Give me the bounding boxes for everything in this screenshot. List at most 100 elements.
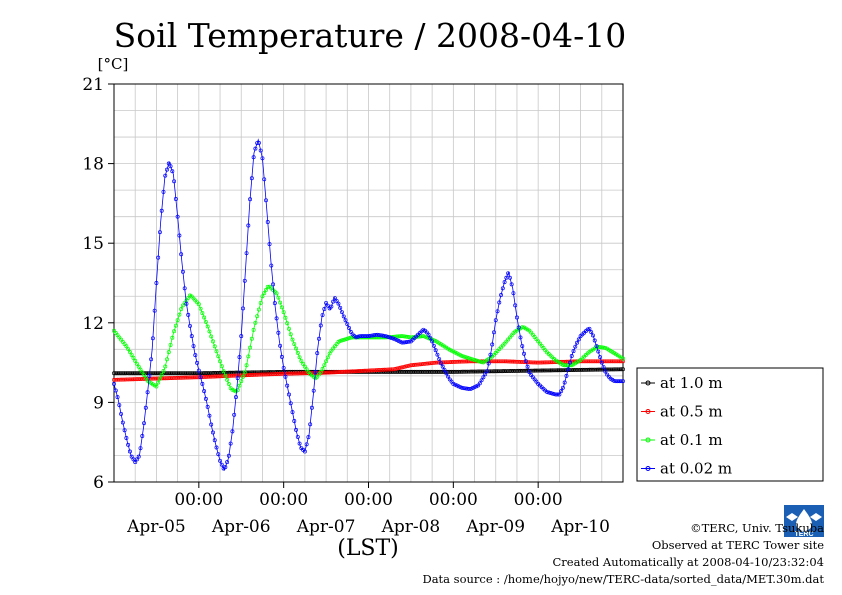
data-point (343, 318, 348, 323)
data-point (592, 338, 597, 343)
data-point (150, 336, 155, 341)
data-point (168, 164, 173, 169)
data-point (188, 323, 192, 328)
data-point (520, 344, 525, 348)
data-point (347, 326, 352, 330)
data-point (345, 336, 350, 341)
data-point (216, 452, 221, 457)
data-point (173, 197, 178, 201)
data-point (186, 295, 191, 300)
data-point (403, 340, 408, 345)
data-point (601, 365, 606, 369)
data-point (562, 380, 567, 385)
credit-observed: Observed at TERC Tower site (652, 538, 824, 552)
data-point (129, 352, 134, 357)
data-point (297, 355, 302, 360)
grid-lines (114, 84, 623, 482)
data-point (166, 350, 171, 355)
data-point (225, 377, 230, 382)
credit-source: Data source : /home/hojyo/new/TERC-data/… (422, 572, 824, 586)
data-point (465, 355, 470, 360)
data-point (115, 395, 120, 400)
data-point (550, 391, 555, 396)
data-point (133, 460, 138, 465)
data-point (179, 307, 184, 312)
data-point (566, 367, 571, 372)
data-point (182, 286, 187, 291)
data-point (331, 299, 336, 304)
data-point (315, 351, 320, 356)
data-point (140, 370, 145, 375)
data-point (523, 359, 528, 364)
data-point (242, 278, 247, 283)
data-point (237, 355, 242, 360)
data-point (598, 345, 602, 350)
data-point (301, 361, 306, 366)
data-point (318, 323, 323, 328)
data-point (313, 369, 318, 374)
y-tick-label: 6 (93, 473, 104, 493)
data-point (297, 441, 302, 446)
data-point (327, 351, 332, 356)
data-point (256, 140, 261, 145)
data-point (158, 376, 162, 381)
data-point (287, 326, 291, 331)
data-point (304, 367, 309, 372)
data-point (170, 169, 175, 174)
data-point (184, 301, 189, 306)
data-point (382, 333, 387, 338)
data-point (288, 401, 293, 406)
data-point (306, 435, 311, 440)
data-point (354, 335, 359, 340)
data-point (274, 291, 279, 296)
data-point (135, 361, 139, 366)
data-point (248, 345, 253, 350)
data-point (228, 441, 233, 446)
data-point (435, 352, 440, 357)
data-point (172, 179, 177, 184)
data-point (442, 367, 447, 372)
data-point (318, 370, 323, 374)
data-point (421, 334, 426, 339)
data-point (159, 372, 164, 377)
data-point (560, 362, 565, 367)
data-point (405, 339, 410, 344)
data-point (253, 146, 258, 151)
data-point (264, 198, 268, 203)
data-point (396, 334, 401, 339)
y-axis-unit-label: [°C] (98, 55, 129, 73)
data-point (288, 332, 293, 337)
date-label: Apr-10 (550, 517, 610, 537)
data-point (619, 379, 624, 384)
data-point (258, 148, 263, 153)
data-point (347, 336, 352, 341)
data-point (186, 312, 191, 317)
data-point (196, 302, 201, 307)
data-point (294, 427, 298, 432)
legend-swatch-marker (645, 466, 651, 471)
data-point (552, 392, 557, 397)
data-point (424, 361, 429, 366)
data-point (391, 367, 396, 372)
data-point (198, 375, 203, 380)
data-point (559, 389, 564, 394)
data-point (621, 367, 625, 372)
data-point (249, 336, 254, 341)
data-series (112, 138, 625, 472)
data-point (433, 348, 438, 353)
data-point (336, 301, 341, 306)
data-point (147, 373, 152, 378)
data-point (484, 369, 489, 374)
data-point (407, 339, 412, 344)
data-point (285, 383, 290, 388)
data-point (274, 316, 279, 321)
data-point (467, 356, 472, 361)
data-point (143, 375, 148, 380)
data-point (173, 323, 178, 328)
data-point (126, 442, 131, 447)
data-point (214, 445, 219, 450)
data-point (396, 366, 401, 371)
data-point (295, 350, 300, 355)
data-point (292, 342, 297, 346)
data-point (251, 327, 256, 332)
